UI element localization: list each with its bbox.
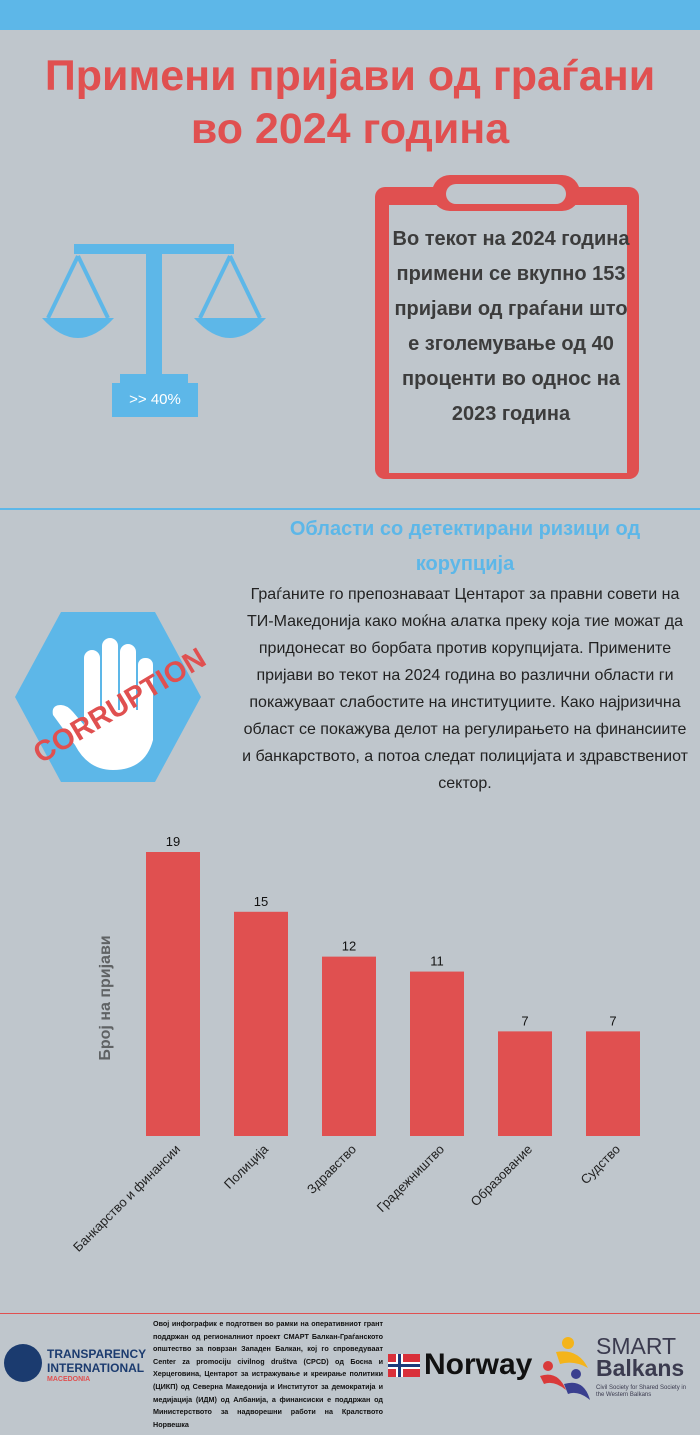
category-label-3: Градежништво xyxy=(374,1142,448,1216)
smart-tagline: Civil Society for Shared Society in the … xyxy=(596,1385,687,1398)
ti-logo-line1: TRANSPARENCY xyxy=(47,1347,147,1361)
page-title: Примени пријави од граѓани во 2024 годин… xyxy=(44,52,656,153)
smart-wordmark-line2: Balkans xyxy=(596,1355,685,1381)
section-heading: Области со детектирани ризици од корупци… xyxy=(289,518,641,575)
bar-3 xyxy=(410,971,464,1136)
clipboard-clip-hole xyxy=(446,184,566,204)
ti-logo-line2: INTERNATIONAL xyxy=(47,1361,145,1375)
bar-4 xyxy=(498,1031,552,1136)
y-axis-label: Број на пријави xyxy=(97,935,114,1060)
bar-value-label-5: 7 xyxy=(609,1013,616,1028)
stop-hand-icon xyxy=(13,610,203,790)
category-label-5: Судство xyxy=(578,1142,624,1188)
ti-logo-line3: MACEDONIA xyxy=(47,1376,91,1383)
percent-badge: >> 40% xyxy=(112,383,198,417)
smart-balkans-figures-icon xyxy=(540,1337,590,1400)
clipboard-text: Во текот на 2024 година примени се вкупн… xyxy=(392,228,630,425)
bar-value-label-4: 7 xyxy=(521,1013,528,1028)
ti-globe-icon xyxy=(4,1344,42,1382)
bar-value-label-3: 11 xyxy=(430,954,444,969)
bar-2 xyxy=(322,956,376,1136)
bar-value-label-0: 19 xyxy=(166,834,180,849)
section-divider xyxy=(0,508,700,510)
bar-0 xyxy=(146,852,200,1136)
bar-chart: Број на пријави 19 Банкарство и финансии 1… xyxy=(70,834,640,1255)
category-label-1: Полиција xyxy=(221,1141,272,1192)
smart-wordmark-line1: SMART xyxy=(596,1333,677,1359)
category-label-4: Образование xyxy=(468,1142,536,1210)
footer-disclaimer: Овој инфографик е подготвен во рамки на … xyxy=(153,1319,383,1429)
section-body: Граѓаните го препознаваат Центарот за пр… xyxy=(242,586,688,792)
clipboard-panel xyxy=(389,205,627,473)
scale-icon xyxy=(38,240,273,395)
bar-value-label-2: 12 xyxy=(342,939,356,954)
category-label-2: Здравство xyxy=(304,1142,359,1197)
norway-logo: Norway xyxy=(388,1348,538,1382)
norway-wordmark: Norway xyxy=(424,1348,533,1381)
top-banner xyxy=(0,0,700,30)
bar-value-label-1: 15 xyxy=(254,894,268,909)
norway-flag-icon xyxy=(388,1354,420,1377)
smart-balkans-logo: SMART Balkans Civil Society for Shared S… xyxy=(538,1334,698,1404)
category-label-0: Банкарство и финансии xyxy=(70,1142,183,1255)
bar-5 xyxy=(586,1031,640,1136)
transparency-international-logo: TRANSPARENCY INTERNATIONAL MACEDONIA xyxy=(4,1342,150,1390)
footer-divider xyxy=(0,1313,700,1314)
bar-1 xyxy=(234,911,288,1136)
